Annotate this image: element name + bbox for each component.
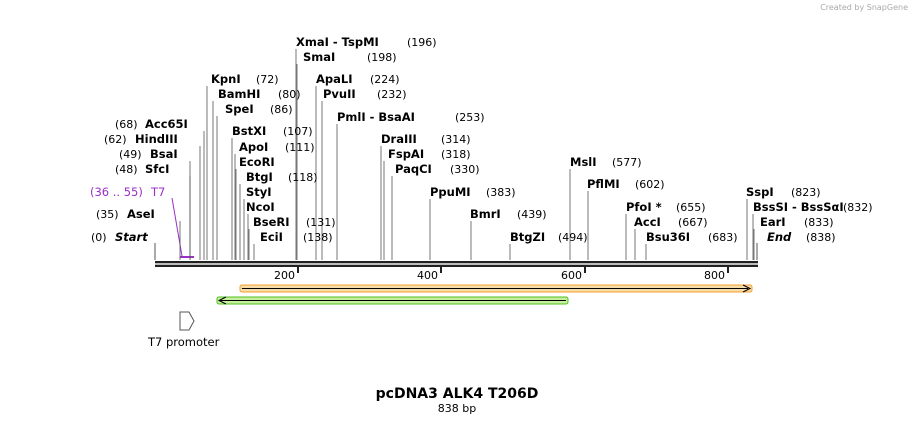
feature-label: T7 promoter [147, 335, 220, 349]
enzyme-position: (318) [441, 148, 471, 161]
enzyme-name: EarI [760, 215, 786, 229]
enzyme-position: (35) [96, 208, 119, 221]
enzyme-name: Bsu36I [646, 230, 690, 244]
enzyme-position: (111) [285, 141, 315, 154]
enzyme-name: PflMI [587, 177, 620, 191]
enzyme-name: PmlI - BsaAI [337, 110, 415, 124]
end-name: End [767, 230, 792, 244]
enzyme-name: BseRI [253, 215, 290, 229]
enzyme-name: StyI [246, 185, 272, 199]
tick-label: 200 [274, 269, 295, 282]
feature-green [216, 296, 569, 305]
enzyme-name: Acc65I [145, 117, 188, 131]
enzyme-name: BtgI [246, 170, 273, 184]
enzyme-name: AccI [634, 215, 661, 229]
length: 838 bp [438, 402, 476, 415]
start-name: Start [115, 230, 148, 244]
enzyme-position: (655) [676, 201, 706, 214]
tick-label: 400 [417, 269, 438, 282]
enzyme-position: (832) [843, 201, 873, 214]
enzyme-position: (224) [370, 73, 400, 86]
enzyme-name: PaqCI [395, 162, 432, 176]
tick-label: 800 [704, 269, 725, 282]
enzyme-name: BsaI [150, 147, 178, 161]
enzyme-position: (383) [486, 186, 516, 199]
enzyme-name: BstXI [232, 124, 266, 138]
enzyme-name: HindIII [135, 132, 178, 146]
enzyme-position: (577) [612, 156, 642, 169]
enzyme-position: (131) [306, 216, 336, 229]
enzyme-name: DraIII [381, 132, 417, 146]
enzyme-name: SpeI [225, 102, 254, 116]
enzyme-name: ApaLI [316, 72, 353, 86]
enzyme-position: (330) [450, 163, 480, 176]
watermark: Created by SnapGene [820, 3, 908, 12]
promoter-arrow [179, 311, 195, 331]
enzyme-position: (439) [517, 208, 547, 221]
backbone [155, 261, 758, 267]
enzyme-position: (823) [791, 186, 821, 199]
enzyme-position: (48) [115, 163, 138, 176]
enzyme-name: AseI [127, 207, 155, 221]
enzyme-position: (62) [104, 133, 127, 146]
enzyme-position: (72) [256, 73, 279, 86]
enzyme-name: PvuII [323, 87, 356, 101]
enzyme-name: KpnI [211, 72, 241, 86]
enzyme-position: (253) [455, 111, 485, 124]
enzyme-position: (667) [678, 216, 708, 229]
enzyme-name: NcoI [246, 200, 275, 214]
enzyme-position: (602) [635, 178, 665, 191]
feature-orange [239, 284, 753, 293]
enzyme-name: FspAI [388, 147, 424, 161]
start-position: (0) [91, 231, 107, 244]
primer-line [171, 197, 183, 257]
enzyme-name: BtgZI [510, 230, 545, 244]
enzyme-position: (68) [115, 118, 138, 131]
enzyme-position: (494) [558, 231, 588, 244]
enzyme-position: (833) [804, 216, 834, 229]
enzyme-name: SmaI [303, 50, 335, 64]
enzyme-position: (49) [119, 148, 142, 161]
enzyme-position: (107) [283, 125, 313, 138]
enzyme-position: (196) [407, 36, 437, 49]
enzyme-position: (198) [367, 51, 397, 64]
enzyme-name: PfoI * [626, 200, 662, 214]
primer-name: T7 [150, 185, 165, 199]
enzyme-name: BmrI [470, 207, 501, 221]
enzyme-position: (314) [441, 133, 471, 146]
tick-label: 600 [561, 269, 582, 282]
primer-position: (36 .. 55) [90, 185, 143, 199]
enzyme-name: EcoRI [239, 155, 275, 169]
enzyme-position: (86) [270, 103, 293, 116]
enzyme-position: (232) [377, 88, 407, 101]
enzyme-name: SfcI [145, 162, 169, 176]
enzyme-name: XmaI - TspMI [296, 35, 379, 49]
end-position: (838) [806, 231, 836, 244]
enzyme-position: (683) [708, 231, 738, 244]
enzyme-name: EciI [260, 230, 283, 244]
enzyme-name: BssSI - BssSαI [753, 200, 844, 214]
title: pcDNA3 ALK4 T206D [376, 386, 539, 402]
enzyme-position: (138) [303, 231, 333, 244]
enzyme-name: MslI [570, 155, 597, 169]
enzyme-name: PpuMI [430, 185, 471, 199]
enzyme-position: (118) [288, 171, 318, 184]
enzyme-name: ApoI [239, 140, 268, 154]
enzyme-name: BamHI [218, 87, 260, 101]
enzyme-name: SspI [746, 185, 774, 199]
enzyme-position: (80) [278, 88, 301, 101]
